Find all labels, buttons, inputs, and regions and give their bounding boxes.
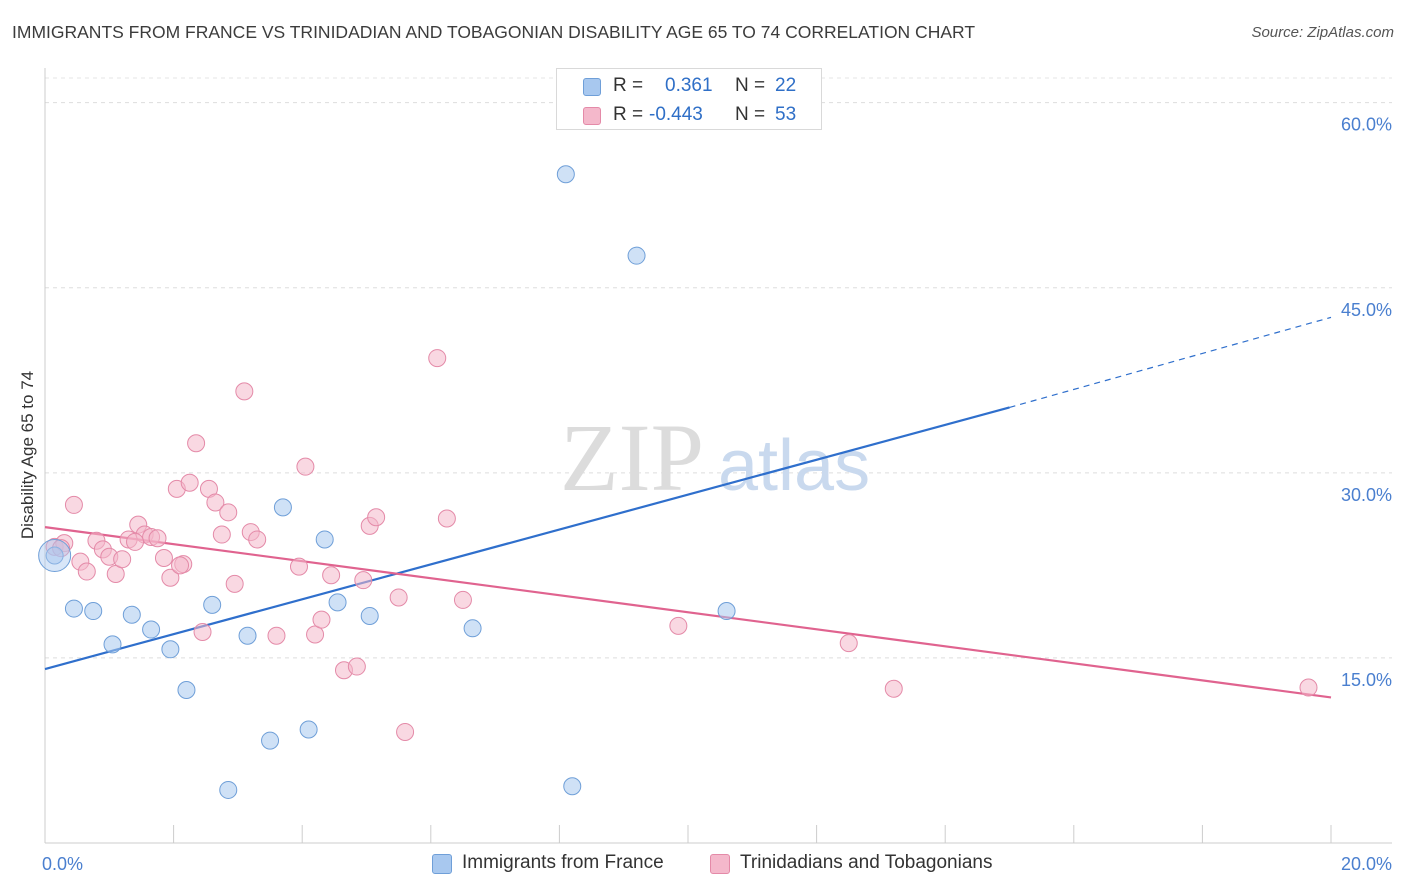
point-trinidad — [289, 557, 308, 576]
stats-row-trinidad: R = -0.443 N = 53 — [557, 100, 821, 130]
point-france — [463, 619, 482, 638]
point-trinidad — [64, 495, 83, 514]
r-label: R = — [613, 104, 644, 125]
trend-line-trinidad — [44, 526, 1332, 699]
y-tick-label: 45.0% — [1341, 300, 1392, 320]
point-trinidad — [212, 525, 231, 544]
point-trinidad — [187, 434, 206, 453]
trend-line-extension — [1009, 316, 1332, 409]
point-trinidad — [396, 722, 415, 741]
point-trinidad — [669, 616, 688, 635]
point-trinidad — [322, 566, 341, 585]
r-value: 0.361 — [665, 75, 713, 96]
point-france — [261, 731, 280, 750]
point-trinidad — [884, 679, 903, 698]
point-trinidad — [225, 574, 244, 593]
legend-swatch-france — [432, 854, 452, 874]
n-value: 53 — [775, 104, 797, 125]
n-value: 22 — [775, 75, 797, 96]
point-france — [360, 606, 379, 625]
point-trinidad — [389, 588, 408, 607]
point-trinidad — [428, 349, 447, 368]
y-axis-label: Disability Age 65 to 74 — [18, 370, 37, 540]
legend: Immigrants from France Trinidadians and … — [0, 852, 1406, 878]
point-france — [273, 498, 292, 517]
watermark-zip: ZIP — [560, 404, 704, 511]
point-trinidad — [206, 493, 225, 512]
legend-swatch-trinidad — [710, 854, 730, 874]
point-france-cluster — [38, 539, 72, 573]
point-france — [122, 605, 141, 624]
point-france — [84, 602, 103, 621]
data-points — [38, 165, 1318, 799]
point-trinidad — [161, 568, 180, 587]
y-tick-label: 30.0% — [1341, 485, 1392, 505]
point-trinidad — [248, 530, 267, 549]
x-tick-label: 0.0% — [42, 854, 83, 874]
y-tick-label: 60.0% — [1341, 115, 1392, 135]
point-trinidad — [77, 562, 96, 581]
point-france — [563, 777, 582, 796]
stats-row-france: R = 0.361 N = 22 — [557, 71, 821, 101]
point-trinidad — [219, 503, 238, 522]
point-france — [717, 602, 736, 621]
point-france — [203, 595, 222, 614]
r-value: -0.443 — [649, 104, 703, 125]
point-trinidad — [267, 626, 286, 645]
source-credit: Source: ZipAtlas.com — [1251, 24, 1394, 41]
point-france — [315, 530, 334, 549]
point-trinidad — [296, 457, 315, 476]
x-tick-label: 20.0% — [1341, 854, 1392, 874]
n-label: N = — [735, 75, 766, 96]
point-trinidad — [839, 634, 858, 653]
point-trinidad — [347, 657, 366, 676]
point-france — [238, 626, 257, 645]
point-france — [328, 593, 347, 612]
point-trinidad — [306, 625, 325, 644]
point-france — [627, 246, 646, 265]
point-trinidad — [312, 610, 331, 629]
axes — [44, 68, 1392, 844]
stats-box: R = 0.361 N = 22 R = -0.443 N = 53 — [556, 68, 822, 130]
point-trinidad — [193, 623, 212, 642]
point-france — [45, 546, 64, 565]
point-france — [299, 720, 318, 739]
y-tick-label: 15.0% — [1341, 670, 1392, 690]
legend-label: Trinidadians and Tobagonians — [740, 852, 993, 873]
point-trinidad — [126, 532, 145, 551]
gridlines — [45, 77, 1392, 659]
point-trinidad — [1299, 678, 1318, 697]
point-trinidad — [180, 473, 199, 492]
r-label: R = — [613, 75, 644, 96]
point-france — [142, 620, 161, 639]
stats-swatch-trinidad — [583, 107, 601, 125]
point-france — [556, 165, 575, 184]
point-france — [219, 780, 238, 799]
point-trinidad — [453, 590, 472, 609]
point-trinidad — [354, 571, 373, 590]
legend-label: Immigrants from France — [462, 852, 664, 873]
chart-title: IMMIGRANTS FROM FRANCE VS TRINIDADIAN AN… — [12, 22, 976, 42]
point-trinidad — [106, 565, 125, 584]
tick-labels: 15.0% 30.0% 45.0% 60.0% 0.0% 20.0% — [42, 115, 1392, 874]
point-france — [103, 635, 122, 654]
point-trinidad — [113, 550, 132, 569]
point-trinidad — [367, 508, 386, 527]
point-trinidad — [148, 529, 167, 548]
point-trinidad — [235, 382, 254, 401]
point-france — [64, 599, 83, 618]
point-trinidad — [171, 556, 190, 575]
n-label: N = — [735, 104, 766, 125]
point-trinidad — [154, 548, 173, 567]
stats-swatch-france — [583, 78, 601, 96]
point-france — [161, 640, 180, 659]
point-trinidad — [437, 509, 456, 528]
point-france — [177, 681, 196, 699]
